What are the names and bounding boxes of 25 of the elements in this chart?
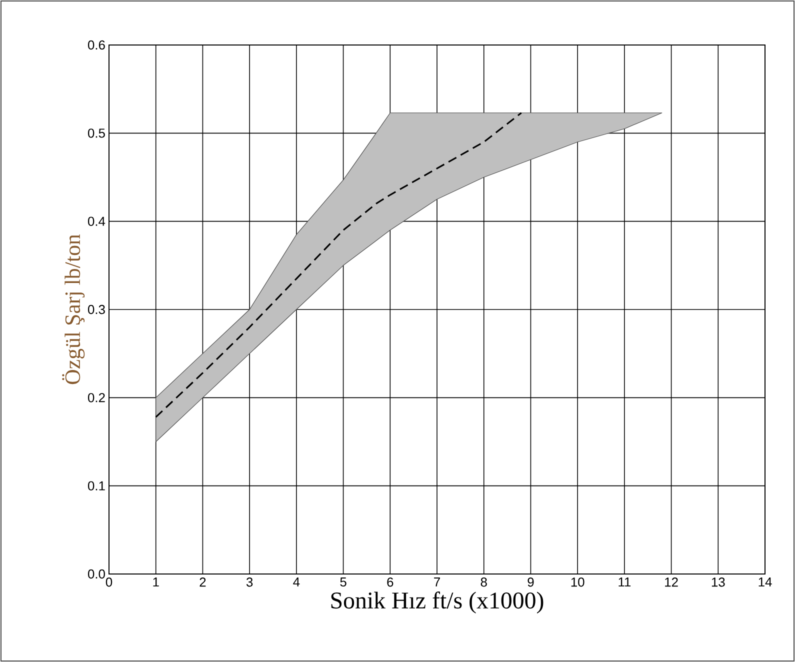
x-tick-label: 5 [340, 578, 346, 587]
x-tick-label: 1 [153, 578, 159, 586]
y-tick-label: 0.2 [88, 393, 105, 402]
y-tick-label: 0.5 [88, 128, 105, 138]
x-tick-label: 4 [293, 578, 300, 586]
x-tick-label: 14 [758, 578, 772, 586]
x-tick-label: 6 [387, 578, 394, 587]
x-tick-label: 9 [528, 578, 534, 587]
y-tick-label: 0.3 [88, 304, 105, 314]
x-tick-label: 7 [434, 578, 440, 586]
y-axis-title: Özgül Şarj lb/ton [62, 234, 85, 384]
y-tick-label: 0.6 [88, 40, 105, 50]
x-tick-label: 12 [665, 578, 678, 587]
line-series [155, 112, 522, 418]
x-tick-label: 2 [200, 578, 206, 587]
y-tick-label: 0.1 [88, 481, 105, 490]
y-tick-label: 0.4 [88, 216, 106, 226]
x-tick-label: 8 [480, 578, 487, 587]
x-tick-label: 0 [106, 578, 112, 587]
x-tick-label: 3 [246, 578, 253, 587]
y-tick-label: 0.0 [88, 569, 105, 579]
x-axis-title: Sonik Hız ft/s (x1000) [331, 592, 544, 614]
x-tick-label: 13 [712, 578, 725, 587]
x-tick-label: 10 [571, 578, 584, 587]
x-tick-label: 11 [618, 578, 631, 586]
